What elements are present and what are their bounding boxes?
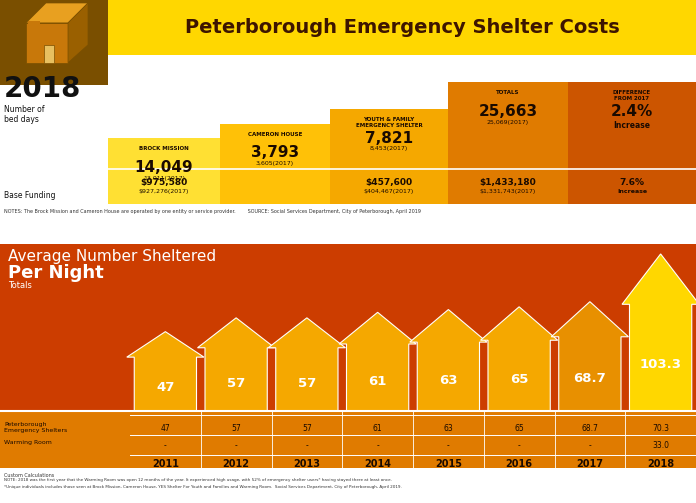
Polygon shape bbox=[26, 3, 88, 23]
Text: 63: 63 bbox=[443, 425, 453, 433]
Text: 14,049: 14,049 bbox=[135, 160, 193, 176]
FancyBboxPatch shape bbox=[28, 21, 40, 26]
Polygon shape bbox=[339, 312, 416, 411]
FancyBboxPatch shape bbox=[28, 28, 40, 33]
Text: 2014: 2014 bbox=[364, 459, 391, 469]
Text: Increase: Increase bbox=[613, 121, 651, 130]
Text: $457,600: $457,600 bbox=[365, 178, 413, 187]
Text: YOUTH & FAMILY
EMERGENCY SHELTER: YOUTH & FAMILY EMERGENCY SHELTER bbox=[356, 117, 422, 128]
FancyBboxPatch shape bbox=[568, 81, 696, 204]
Text: -: - bbox=[235, 441, 237, 450]
Text: 47: 47 bbox=[161, 425, 171, 433]
Polygon shape bbox=[551, 302, 628, 411]
FancyBboxPatch shape bbox=[0, 0, 108, 85]
Text: $927,276(2017): $927,276(2017) bbox=[139, 189, 189, 194]
Text: 2015: 2015 bbox=[435, 459, 462, 469]
FancyBboxPatch shape bbox=[0, 244, 696, 422]
Text: 68.7: 68.7 bbox=[574, 372, 606, 385]
Text: -: - bbox=[518, 441, 521, 450]
Text: 61: 61 bbox=[368, 375, 387, 388]
Text: Per Night: Per Night bbox=[8, 264, 104, 282]
Text: Average Number Sheltered: Average Number Sheltered bbox=[8, 249, 216, 264]
Text: -: - bbox=[164, 441, 167, 450]
Text: NOTES: The Brock Mission and Cameron House are operated by one entity or service: NOTES: The Brock Mission and Cameron Hou… bbox=[4, 209, 421, 214]
Text: BROCK MISSION: BROCK MISSION bbox=[139, 146, 189, 151]
Text: 70.3: 70.3 bbox=[652, 425, 669, 433]
Polygon shape bbox=[410, 309, 487, 411]
Text: 33.0: 33.0 bbox=[652, 441, 669, 450]
Text: $1,331,743(2017): $1,331,743(2017) bbox=[480, 189, 536, 194]
Text: Custom Calculations: Custom Calculations bbox=[4, 473, 54, 478]
FancyBboxPatch shape bbox=[448, 81, 568, 204]
FancyBboxPatch shape bbox=[220, 124, 330, 204]
FancyBboxPatch shape bbox=[108, 0, 696, 55]
Text: -: - bbox=[447, 441, 450, 450]
Text: 65: 65 bbox=[514, 425, 524, 433]
Text: 2011: 2011 bbox=[152, 459, 179, 469]
Text: DIFFERENCE
FROM 2017: DIFFERENCE FROM 2017 bbox=[613, 90, 651, 101]
Text: 25,663: 25,663 bbox=[478, 104, 537, 119]
Text: 57: 57 bbox=[231, 425, 241, 433]
Text: 2016: 2016 bbox=[505, 459, 532, 469]
Text: 25,069(2017): 25,069(2017) bbox=[487, 120, 529, 125]
Text: Totals: Totals bbox=[8, 281, 32, 290]
Polygon shape bbox=[622, 254, 696, 411]
Text: $975,580: $975,580 bbox=[141, 178, 188, 187]
Text: 13,011(2017): 13,011(2017) bbox=[143, 177, 185, 182]
Text: $404,467(2017): $404,467(2017) bbox=[364, 189, 414, 194]
Text: Warming Room: Warming Room bbox=[4, 440, 52, 445]
Text: $1,433,180: $1,433,180 bbox=[480, 178, 537, 187]
Text: Peterborough
Emergency Shelters: Peterborough Emergency Shelters bbox=[4, 423, 68, 433]
Text: 2018: 2018 bbox=[647, 459, 674, 469]
Text: 2013: 2013 bbox=[294, 459, 320, 469]
Text: 57: 57 bbox=[302, 425, 312, 433]
Polygon shape bbox=[268, 318, 345, 411]
FancyBboxPatch shape bbox=[28, 35, 40, 40]
Text: TOTALS: TOTALS bbox=[496, 90, 520, 95]
Text: Peterborough Emergency Shelter Costs: Peterborough Emergency Shelter Costs bbox=[184, 19, 619, 37]
Polygon shape bbox=[26, 23, 68, 63]
FancyBboxPatch shape bbox=[44, 45, 54, 63]
Text: 8,453(2017): 8,453(2017) bbox=[370, 146, 408, 151]
Text: 7,821: 7,821 bbox=[365, 130, 413, 145]
Text: 2018: 2018 bbox=[4, 75, 81, 103]
Text: 61: 61 bbox=[373, 425, 382, 433]
Text: 7.6%: 7.6% bbox=[619, 178, 644, 187]
Text: -: - bbox=[589, 441, 591, 450]
Text: *Unique individuals includes those seen at Brock Mission, Cameron House, YES She: *Unique individuals includes those seen … bbox=[4, 485, 402, 489]
FancyBboxPatch shape bbox=[108, 138, 220, 204]
FancyBboxPatch shape bbox=[330, 109, 448, 204]
Text: Number of
bed days: Number of bed days bbox=[4, 105, 45, 124]
Text: NOTE: 2018 was the first year that the Warming Room was open 12 months of the ye: NOTE: 2018 was the first year that the W… bbox=[4, 478, 392, 482]
Polygon shape bbox=[480, 307, 557, 411]
Polygon shape bbox=[198, 318, 275, 411]
Text: 68.7: 68.7 bbox=[581, 425, 599, 433]
Text: 57: 57 bbox=[227, 377, 245, 390]
Text: 2.4%: 2.4% bbox=[611, 104, 653, 119]
Text: 3,605(2017): 3,605(2017) bbox=[256, 161, 294, 166]
Text: 2012: 2012 bbox=[223, 459, 250, 469]
Text: 2017: 2017 bbox=[576, 459, 603, 469]
Text: Increase: Increase bbox=[617, 189, 647, 194]
Text: 3,793: 3,793 bbox=[251, 145, 299, 160]
Text: Base Funding: Base Funding bbox=[4, 191, 56, 200]
Text: 57: 57 bbox=[298, 377, 316, 390]
Text: -: - bbox=[306, 441, 308, 450]
Text: 103.3: 103.3 bbox=[640, 358, 681, 371]
Text: -: - bbox=[377, 441, 379, 450]
Polygon shape bbox=[127, 331, 204, 411]
FancyBboxPatch shape bbox=[0, 411, 696, 468]
Text: 47: 47 bbox=[156, 381, 175, 394]
Text: 65: 65 bbox=[510, 373, 528, 386]
Polygon shape bbox=[68, 3, 88, 63]
Text: CAMERON HOUSE: CAMERON HOUSE bbox=[248, 131, 302, 136]
Text: 63: 63 bbox=[439, 374, 458, 387]
